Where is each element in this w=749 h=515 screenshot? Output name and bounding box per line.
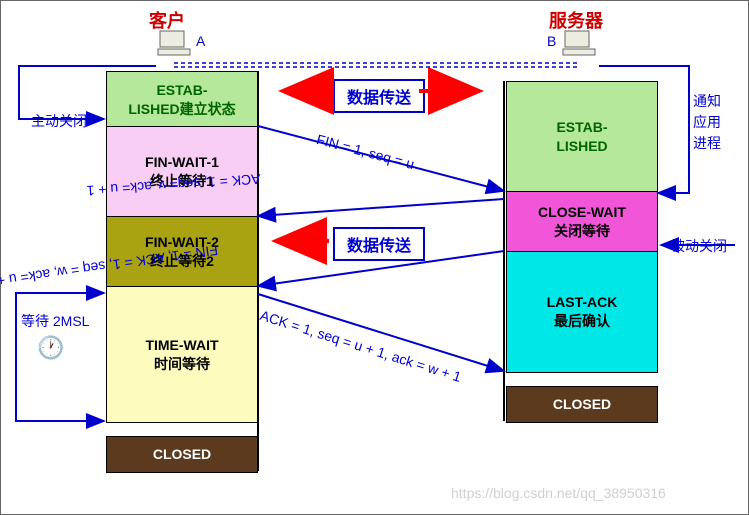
clock-icon: 🕐	[37, 335, 64, 361]
client-computer-icon	[156, 29, 192, 64]
watermark-bottom: https://blog.csdn.net/qq_38950316	[451, 485, 666, 501]
m4-label: ACK = 1, seq = u + 1, ack = w + 1	[258, 307, 463, 385]
label-notify-app: 通知 应用 进程	[693, 91, 721, 154]
m1-label: FIN = 1, seq = u	[315, 131, 416, 172]
label-b: B	[547, 33, 556, 49]
label-active-close: 主动关闭	[31, 111, 87, 131]
s-closewait: CLOSE-WAIT 关闭等待	[506, 191, 658, 253]
label-a: A	[196, 33, 205, 49]
s-closed: CLOSED	[506, 386, 658, 423]
s-lastack: LAST-ACK 最后确认	[506, 251, 658, 373]
s-established: ESTAB- LISHED	[506, 81, 658, 193]
c-established: ESTAB- LISHED建立状态	[106, 71, 258, 128]
server-computer-icon	[561, 29, 597, 64]
c-closed: CLOSED	[106, 436, 258, 473]
label-passive-close: 被动关闭	[671, 236, 727, 256]
tcp-close-diagram: 客户 服务器 A B ESTAB- LISHED建立状态FIN-WAIT-1 终…	[0, 0, 749, 515]
label-wait-2msl: 等待 2MSL	[21, 311, 89, 331]
data-transfer-box-2: 数据传送	[333, 227, 425, 261]
c-timewait: TIME-WAIT 时间等待	[106, 286, 258, 423]
data-transfer-box-1: 数据传送	[333, 79, 425, 113]
m2-arrow	[258, 199, 504, 216]
